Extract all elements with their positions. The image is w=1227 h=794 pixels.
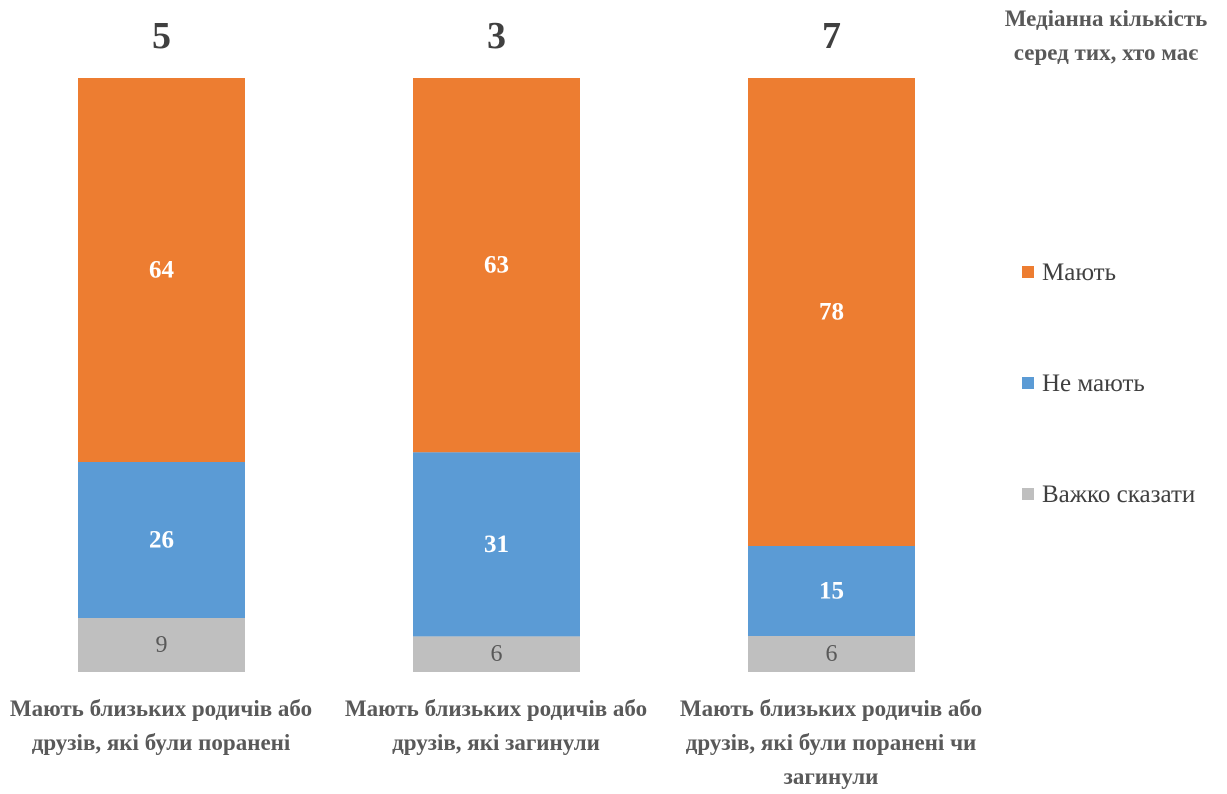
median-value: 5 (152, 15, 171, 57)
value-labels-group: 9 26 64 6 31 63 6 15 78 (149, 252, 844, 668)
bar-value-label: 31 (484, 531, 509, 558)
bar-segment (413, 636, 580, 672)
median-values-group: 5 3 7 (152, 15, 841, 57)
bars-group (78, 78, 915, 672)
bar-segment (748, 78, 915, 546)
legend-label: Мають (1042, 259, 1116, 286)
legend-item: Важко сказати (1022, 480, 1195, 510)
bar-segment (78, 78, 245, 462)
bar-segment (413, 452, 580, 637)
bar-value-label: 6 (826, 641, 838, 667)
bar-segment (748, 636, 915, 672)
bar-value-label: 6 (491, 641, 503, 667)
legend-swatch (1022, 488, 1034, 500)
median-value: 7 (822, 15, 841, 57)
bar-segment (78, 618, 245, 672)
category-label: Мають близьких родичів або друзів, які з… (344, 696, 648, 755)
bar-value-label: 9 (156, 632, 168, 658)
bar-segment (78, 462, 245, 618)
bar-value-label: 15 (819, 578, 844, 605)
legend-label: Важко сказати (1042, 481, 1196, 508)
legend-label: Не мають (1042, 370, 1145, 397)
bar-segment (748, 546, 915, 636)
bar-segment (413, 78, 580, 453)
legend-swatch (1022, 266, 1034, 278)
legend-item: Мають (1022, 258, 1116, 288)
bar-value-label: 64 (149, 257, 175, 284)
median-value: 3 (487, 15, 506, 57)
legend-swatch (1022, 377, 1034, 389)
bar-value-label: 26 (149, 527, 174, 554)
legend-item: Не мають (1022, 369, 1145, 399)
category-label: Мають близьких родичів або друзів, які б… (679, 696, 983, 789)
bar-value-label: 78 (819, 299, 844, 326)
category-label: Мають близьких родичів або друзів, які б… (9, 696, 313, 755)
median-title: Медіанна кількість серед тих, хто має (1004, 6, 1208, 65)
bar-value-label: 63 (484, 252, 509, 279)
